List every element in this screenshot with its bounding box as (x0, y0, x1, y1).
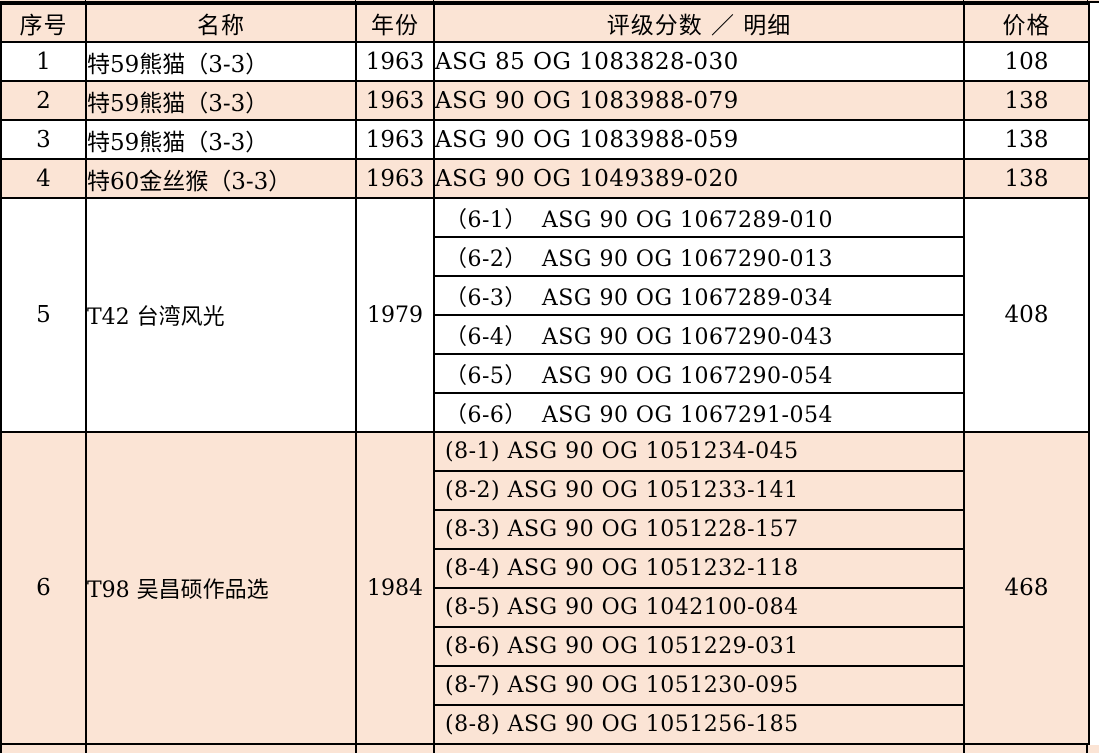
table-body: 1 特59熊猫（3-3） 1963 ASG 85 OG 1083828-030 … (0, 41, 1090, 745)
detail-subrow: （6-5） ASG 90 OG 1067290-054 (435, 354, 963, 394)
cell-name: T98 吴昌硕作品选 (85, 431, 357, 745)
detail-subrow-text: (8-1) ASG 90 OG 1051234-045 (435, 433, 963, 472)
detail-subrow-text: (8-4) ASG 90 OG 1051232-118 (435, 549, 963, 589)
table-row: 3 特59熊猫（3-3） 1963 ASG 90 OG 1083988-059 … (0, 119, 1090, 160)
detail-subrow-text: （6-4） ASG 90 OG 1067290-043 (435, 315, 963, 355)
table-header: 序号 名称 年份 评级分数 ／ 明细 价格 (0, 3, 1090, 43)
cell-detail: ASG 90 OG 1083988-059 (433, 119, 965, 160)
column-header-year: 年份 (355, 3, 435, 43)
cell-detail: ASG 85 OG 1083828-030 (433, 41, 965, 82)
detail-subrow: (8-1) ASG 90 OG 1051234-045 (435, 433, 963, 472)
detail-subrow: (8-5) ASG 90 OG 1042100-084 (435, 588, 963, 628)
detail-subrow: (8-6) ASG 90 OG 1051229-031 (435, 627, 963, 667)
column-header-name: 名称 (85, 3, 357, 43)
detail-subrow-text: (8-5) ASG 90 OG 1042100-084 (435, 588, 963, 628)
cell-index: 2 (0, 80, 87, 121)
header-row: 序号 名称 年份 评级分数 ／ 明细 价格 (0, 3, 1090, 43)
cell-price: 408 (963, 197, 1090, 433)
cell-name: 特59熊猫（3-3） (85, 119, 357, 160)
cell-name: 特59熊猫（3-3） (85, 80, 357, 121)
detail-subrow-text: (8-2) ASG 90 OG 1051233-141 (435, 471, 963, 511)
detail-subrow: （6-2） ASG 90 OG 1067290-013 (435, 237, 963, 277)
detail-subrow: (8-2) ASG 90 OG 1051233-141 (435, 471, 963, 511)
cell-price: 108 (963, 41, 1090, 82)
detail-subrow-text: （6-1） ASG 90 OG 1067289-010 (435, 199, 963, 238)
detail-subrow-text: （6-3） ASG 90 OG 1067289-034 (435, 276, 963, 316)
detail-subrow-text: (8-6) ASG 90 OG 1051229-031 (435, 627, 963, 667)
stamp-grading-table-wrapper: 序号 名称 年份 评级分数 ／ 明细 价格 1 特59熊猫（3-3） 1963 … (0, 3, 1090, 745)
detail-subrow: （6-1） ASG 90 OG 1067289-010 (435, 199, 963, 238)
cell-index: 1 (0, 41, 87, 82)
cell-year: 1963 (355, 158, 435, 199)
cell-detail: ASG 90 OG 1083988-079 (433, 80, 965, 121)
detail-subtable: （6-1） ASG 90 OG 1067289-010 （6-2） ASG 90 … (435, 199, 963, 431)
column-header-index: 序号 (0, 3, 87, 43)
cell-index: 3 (0, 119, 87, 160)
cell-index: 6 (0, 431, 87, 745)
detail-subrow-text: (8-7) ASG 90 OG 1051230-095 (435, 666, 963, 706)
detail-subrow: (8-8) ASG 90 OG 1051256-185 (435, 705, 963, 743)
stamp-grading-table: 序号 名称 年份 评级分数 ／ 明细 价格 1 特59熊猫（3-3） 1963 … (0, 3, 1090, 745)
detail-subrow-text: （6-2） ASG 90 OG 1067290-013 (435, 237, 963, 277)
cell-detail: ASG 90 OG 1049389-020 (433, 158, 965, 199)
cell-detail-list: (8-1) ASG 90 OG 1051234-045 (8-2) ASG 90 … (433, 431, 965, 745)
cell-price: 138 (963, 158, 1090, 199)
table-row: 4 特60金丝猴（3-3） 1963 ASG 90 OG 1049389-020… (0, 158, 1090, 199)
detail-subrow-text: （6-5） ASG 90 OG 1067290-054 (435, 354, 963, 394)
cell-name: 特60金丝猴（3-3） (85, 158, 357, 199)
cell-name: T42 台湾风光 (85, 197, 357, 433)
cell-index: 5 (0, 197, 87, 433)
detail-subrow: (8-3) ASG 90 OG 1051228-157 (435, 510, 963, 550)
column-header-detail: 评级分数 ／ 明细 (433, 3, 965, 43)
table-row: 2 特59熊猫（3-3） 1963 ASG 90 OG 1083988-079 … (0, 80, 1090, 121)
cell-year: 1963 (355, 41, 435, 82)
cell-price: 138 (963, 80, 1090, 121)
detail-subtable: (8-1) ASG 90 OG 1051234-045 (8-2) ASG 90 … (435, 433, 963, 743)
cell-price: 138 (963, 119, 1090, 160)
detail-subrow: (8-4) ASG 90 OG 1051232-118 (435, 549, 963, 589)
cell-detail-list: （6-1） ASG 90 OG 1067289-010 （6-2） ASG 90 … (433, 197, 965, 433)
cell-name: 特59熊猫（3-3） (85, 41, 357, 82)
cell-year: 1963 (355, 80, 435, 121)
cell-index: 4 (0, 158, 87, 199)
cell-year: 1984 (355, 431, 435, 745)
cell-year: 1963 (355, 119, 435, 160)
detail-subrow: (8-7) ASG 90 OG 1051230-095 (435, 666, 963, 706)
cell-year: 1979 (355, 197, 435, 433)
cell-price: 468 (963, 431, 1090, 745)
detail-subrow: （6-3） ASG 90 OG 1067289-034 (435, 276, 963, 316)
table-row: 1 特59熊猫（3-3） 1963 ASG 85 OG 1083828-030 … (0, 41, 1090, 82)
next-row-sliver (0, 745, 1099, 753)
detail-subrow-text: （6-6） ASG 90 OG 1067291-054 (445, 402, 833, 428)
detail-subrow: （6-6） ASG 90 OG 1067291-054 (435, 393, 963, 431)
table-row-grouped: 6 T98 吴昌硕作品选 1984 (8-1) ASG 90 OG 105123… (0, 431, 1090, 745)
column-header-price: 价格 (963, 3, 1090, 43)
detail-subrow: （6-4） ASG 90 OG 1067290-043 (435, 315, 963, 355)
table-row-grouped: 5 T42 台湾风光 1979 （6-1） ASG 90 OG 1067289-… (0, 197, 1090, 433)
detail-subrow-text: (8-8) ASG 90 OG 1051256-185 (445, 712, 799, 737)
detail-subrow-text: (8-3) ASG 90 OG 1051228-157 (435, 510, 963, 550)
previous-row-sliver (0, 0, 1099, 3)
